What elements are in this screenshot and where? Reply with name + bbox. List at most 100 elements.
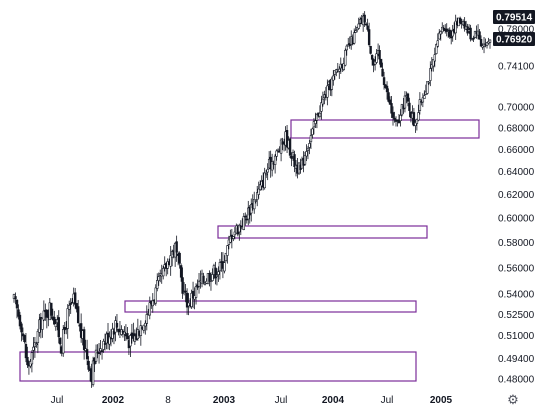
candle-body xyxy=(344,50,347,66)
candle-body xyxy=(312,121,316,128)
candle-body xyxy=(333,70,337,75)
candle xyxy=(166,258,169,275)
candle-body xyxy=(226,245,229,256)
candle xyxy=(129,334,132,357)
candle xyxy=(66,304,69,339)
candle xyxy=(154,284,157,306)
candle-body xyxy=(309,135,313,143)
candle-body xyxy=(145,314,149,324)
candle-body xyxy=(69,303,72,305)
candle-body xyxy=(62,329,65,354)
candle-body xyxy=(144,322,147,327)
candle xyxy=(68,300,71,317)
candle xyxy=(406,92,410,107)
candle xyxy=(412,107,416,127)
candle xyxy=(69,298,72,314)
y-tick-label: 0.70000 xyxy=(498,103,535,114)
price-badge-label: 0.79514 xyxy=(496,13,533,24)
candle-body xyxy=(197,280,201,287)
support-zone xyxy=(290,119,480,139)
y-tick-label: 0.54000 xyxy=(498,290,535,301)
candle-body xyxy=(367,29,371,46)
candle xyxy=(293,150,296,173)
candle xyxy=(263,167,266,190)
candle xyxy=(229,229,232,244)
candle xyxy=(397,113,401,124)
y-tick-label: 0.68000 xyxy=(498,123,535,134)
candle-body xyxy=(123,331,126,335)
candle-body xyxy=(139,325,143,336)
candle xyxy=(450,29,453,45)
candle-body xyxy=(184,290,187,293)
candle-body xyxy=(373,61,377,65)
candle-body xyxy=(73,292,77,305)
candle xyxy=(197,272,201,294)
candle-body xyxy=(469,27,472,40)
price-axis[interactable]: 0.78000 0.74100 0.70000 0.68000 0.66000 0.640… xyxy=(498,25,535,386)
candle xyxy=(190,289,193,309)
candle xyxy=(379,58,383,68)
candle-body xyxy=(76,306,80,323)
candle-body xyxy=(229,236,232,243)
candle-body xyxy=(463,21,466,29)
candle xyxy=(439,30,442,41)
candle-body xyxy=(151,300,154,307)
candle xyxy=(403,91,407,113)
price-badge xyxy=(493,32,535,46)
candle-body xyxy=(366,25,369,30)
candle-body xyxy=(30,352,34,365)
candle xyxy=(485,41,489,49)
candle xyxy=(426,81,429,95)
candle-body xyxy=(129,335,132,347)
candle-body xyxy=(256,192,259,201)
candle-body xyxy=(432,59,435,67)
candle xyxy=(50,302,53,319)
candle xyxy=(393,111,396,123)
candle xyxy=(26,346,29,369)
candle xyxy=(184,284,187,303)
candle-body xyxy=(259,184,262,190)
candle xyxy=(275,149,278,161)
y-tick-label: 0.48000 xyxy=(498,375,535,386)
candle xyxy=(120,325,123,336)
candle-body xyxy=(187,302,190,307)
candle xyxy=(94,344,98,364)
y-tick-label: 0.49400 xyxy=(498,354,535,365)
time-axis[interactable]: Jul 2002 8 2003 Jul 2004 Jul 2005 xyxy=(51,395,453,406)
support-zone xyxy=(124,300,417,313)
candle xyxy=(202,272,205,285)
candle xyxy=(214,261,217,285)
candle xyxy=(279,138,283,162)
candle xyxy=(106,322,110,350)
candle xyxy=(330,76,334,97)
candle-body xyxy=(17,309,20,317)
candle xyxy=(162,265,165,280)
candle-body xyxy=(485,42,489,46)
candle xyxy=(364,22,368,26)
candle xyxy=(35,341,38,348)
candle xyxy=(257,181,260,199)
candle-body xyxy=(385,85,389,93)
candle-body xyxy=(275,150,278,157)
candle xyxy=(438,29,441,40)
x-tick-label: 2003 xyxy=(213,395,236,406)
gear-icon[interactable]: ⚙ xyxy=(507,392,519,407)
x-tick-label: Jul xyxy=(381,395,394,406)
candle xyxy=(62,324,65,357)
candle-body xyxy=(472,37,475,40)
candle xyxy=(479,35,483,47)
candle-body xyxy=(370,54,374,60)
candle xyxy=(308,139,311,155)
candle xyxy=(303,151,307,166)
candle-body xyxy=(54,323,57,328)
y-tick-label: 0.60000 xyxy=(498,214,535,225)
candle-body xyxy=(26,356,29,366)
candle-body xyxy=(305,151,308,157)
support-zone xyxy=(19,351,417,382)
candle xyxy=(87,356,90,372)
candle xyxy=(157,272,160,286)
candle xyxy=(102,338,105,353)
candle-body xyxy=(488,39,492,43)
candle-body xyxy=(53,316,56,325)
